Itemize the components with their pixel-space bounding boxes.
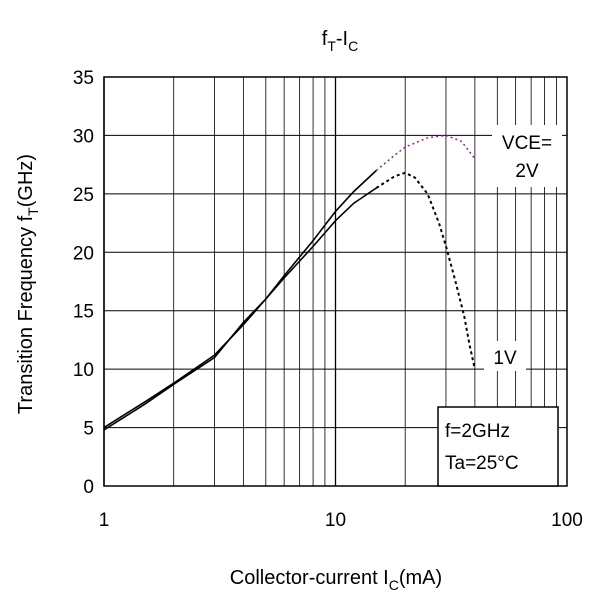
y-tick-label: 30 xyxy=(73,126,94,147)
conditions-box: f=2GHz Ta=25°C xyxy=(437,406,559,487)
y-tick-label: 35 xyxy=(73,68,94,89)
vce-annotation: VCE= 2V xyxy=(492,125,562,187)
y-tick-label: 0 xyxy=(83,477,94,498)
y-tick-label: 25 xyxy=(73,185,94,206)
y-tick-label: 5 xyxy=(83,419,94,440)
y-tick-labels: 0 5 10 15 20 25 30 35 xyxy=(73,68,94,498)
vce-label-line1: VCE= xyxy=(502,133,552,154)
series-vce-1v-dashed xyxy=(375,171,476,370)
series-vce-1v-solid xyxy=(103,187,377,431)
y-tick-label: 15 xyxy=(73,302,94,323)
x-tick-label: 1 xyxy=(99,510,110,531)
x-tick-label: 100 xyxy=(551,510,583,531)
vce-label-line2: 2V xyxy=(515,161,539,182)
series-layer xyxy=(103,134,476,431)
one-volt-label: 1V xyxy=(493,348,517,369)
y-tick-label: 10 xyxy=(73,360,94,381)
x-axis-label: Collector-current IC(mA) xyxy=(230,567,442,593)
y-tick-label: 20 xyxy=(73,243,94,264)
temperature-condition: Ta=25°C xyxy=(445,453,519,474)
plot-frame xyxy=(103,76,568,487)
frequency-condition: f=2GHz xyxy=(445,421,510,442)
one-volt-annotation: 1V xyxy=(484,341,526,371)
chart-title: fT-IC xyxy=(322,28,358,54)
series-vce-2v-dashed xyxy=(375,134,476,172)
x-tick-label: 10 xyxy=(325,510,346,531)
y-axis-label: Transition Frequency fT(GHz) xyxy=(15,154,41,414)
x-tick-labels: 1 10 100 xyxy=(99,510,583,531)
